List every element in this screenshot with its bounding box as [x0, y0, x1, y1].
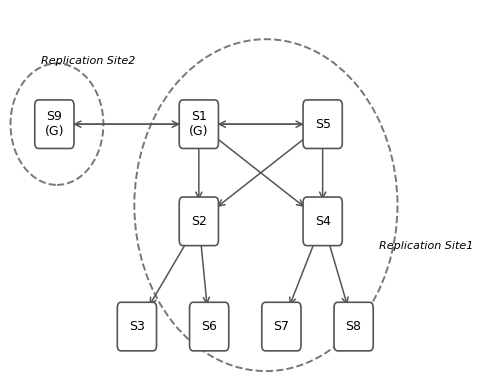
Text: S8: S8	[346, 320, 362, 333]
FancyBboxPatch shape	[262, 302, 301, 351]
Text: Replication Site2: Replication Site2	[41, 56, 136, 66]
FancyBboxPatch shape	[303, 197, 342, 245]
Text: S1
(G): S1 (G)	[189, 110, 209, 138]
FancyBboxPatch shape	[334, 302, 373, 351]
Text: S7: S7	[273, 320, 289, 333]
Text: S9
(G): S9 (G)	[45, 110, 64, 138]
FancyBboxPatch shape	[189, 302, 229, 351]
FancyBboxPatch shape	[303, 100, 342, 149]
Text: S6: S6	[201, 320, 217, 333]
FancyBboxPatch shape	[179, 100, 218, 149]
Text: S4: S4	[315, 215, 331, 228]
FancyBboxPatch shape	[179, 197, 218, 245]
Text: S2: S2	[191, 215, 207, 228]
FancyBboxPatch shape	[35, 100, 74, 149]
Text: S3: S3	[129, 320, 145, 333]
Text: S5: S5	[315, 118, 331, 131]
FancyBboxPatch shape	[117, 302, 157, 351]
Text: Replication Site1: Replication Site1	[379, 240, 474, 251]
